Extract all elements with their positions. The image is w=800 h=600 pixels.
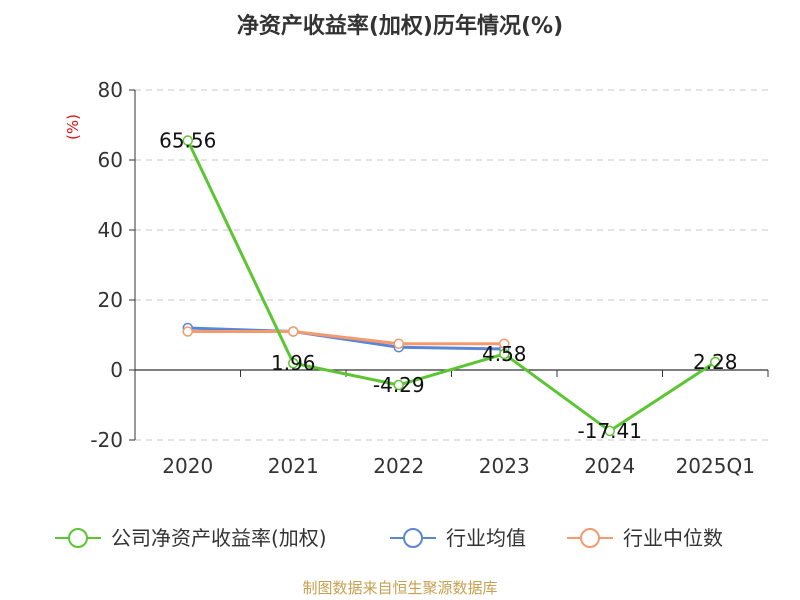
x-tick-label: 2025Q1 <box>676 454 755 478</box>
legend-label: 公司净资产收益率(加权) <box>111 526 327 550</box>
y-tick-label: -20 <box>90 428 123 452</box>
series-line-1 <box>187 326 505 351</box>
data-point <box>499 338 510 349</box>
y-tick-label: 80 <box>98 78 123 102</box>
y-tick-label: 60 <box>98 148 123 172</box>
source-note: 制图数据来自恒生聚源数据库 <box>302 579 497 597</box>
data-label: -17.41 <box>578 419 642 443</box>
data-point <box>182 326 193 337</box>
data-point <box>288 357 299 369</box>
axes: -20 0 20 40 60 80 2020 2021 2022 2023 2024 2025Q1 <box>90 78 769 478</box>
data-point <box>182 135 193 146</box>
series-line-0 <box>186 139 717 433</box>
data-label: 4.58 <box>482 342 527 366</box>
legend-marker <box>68 528 88 548</box>
data-label: 65.56 <box>159 129 216 153</box>
chart-title: 净资产收益率(加权)历年情况(%) <box>237 13 563 39</box>
data-point <box>710 356 721 368</box>
legend: 公司净资产收益率(加权) 行业均值 行业中位数 <box>55 526 723 550</box>
data-point <box>288 326 299 337</box>
x-tick-label: 2023 <box>479 454 530 478</box>
series-line-2 <box>187 330 505 346</box>
data-point <box>393 338 404 349</box>
data-label: -4.29 <box>373 373 425 397</box>
data-labels: 65.56 1.96 -4.29 4.58 -17.41 2.28 <box>159 129 737 443</box>
grid-lines <box>135 89 768 441</box>
x-tick-label: 2020 <box>162 454 213 478</box>
x-tick-label: 2024 <box>584 454 635 478</box>
y-tick-label: 20 <box>98 288 123 312</box>
y-tick-label: 40 <box>98 218 123 242</box>
data-point <box>604 425 615 437</box>
data-point <box>499 348 510 360</box>
legend-label: 行业中位数 <box>623 526 723 550</box>
x-tick-label: 2021 <box>268 454 319 478</box>
x-tick-label: 2022 <box>373 454 424 478</box>
legend-marker <box>580 528 600 548</box>
legend-marker <box>403 528 423 548</box>
data-point <box>393 379 404 391</box>
series-lines <box>182 135 721 437</box>
legend-label: 行业均值 <box>446 526 526 550</box>
data-label: 2.28 <box>693 350 738 374</box>
y-tick-label: 0 <box>110 358 123 382</box>
data-label: 1.96 <box>271 351 316 375</box>
y-axis-unit: (%) <box>64 114 82 140</box>
